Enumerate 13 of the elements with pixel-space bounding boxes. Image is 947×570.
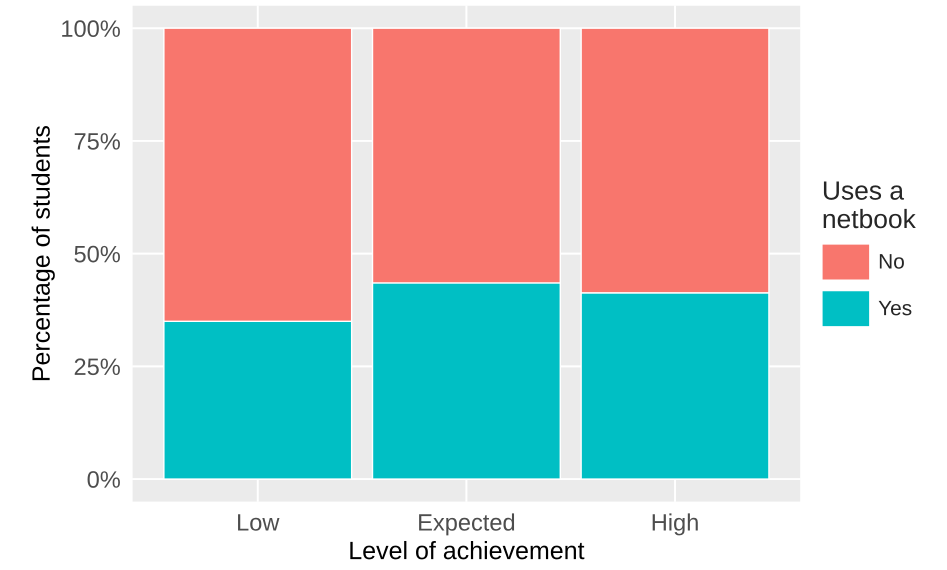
y-tick-label: 50% — [74, 246, 120, 262]
legend-label: Yes — [878, 300, 912, 316]
legend-title: Uses a netbook — [824, 181, 916, 228]
x-tick-label: Expected — [419, 513, 514, 536]
y-axis-title: Percentage of students — [32, 126, 55, 380]
y-tick-label: 100% — [62, 20, 120, 38]
x-tick-label: Low — [238, 514, 280, 531]
legend-label: No — [880, 254, 904, 269]
x-axis-title: Level of achievement — [350, 540, 584, 560]
y-tick-label: 25% — [74, 358, 120, 376]
y-tick-label: 0% — [88, 471, 120, 488]
x-tick-label: High — [652, 513, 698, 536]
y-tick-label: 75% — [74, 133, 120, 150]
